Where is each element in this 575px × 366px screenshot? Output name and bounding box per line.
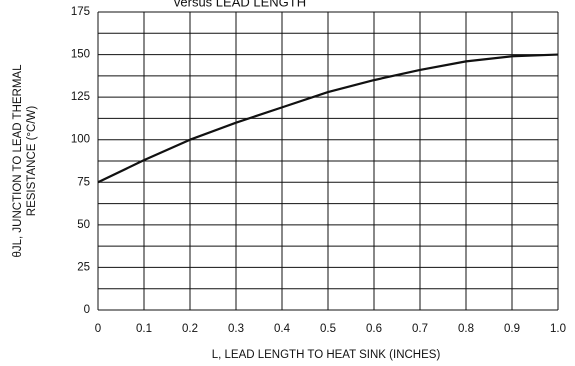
y-tick-label: 50 <box>77 219 90 231</box>
x-tick-label: 0.5 <box>320 323 336 335</box>
data-line <box>97 53 559 184</box>
x-tick-label: 0.9 <box>504 323 520 335</box>
y-tick-label: 125 <box>71 91 90 103</box>
y-tick-label: 25 <box>77 261 90 273</box>
y-tick-label: 150 <box>71 49 90 61</box>
x-tick-label: 0.7 <box>412 323 428 335</box>
chart-title: versus LEAD LENGTH <box>174 0 306 9</box>
x-tick-label: 0.3 <box>228 323 244 335</box>
y-tick-label: 175 <box>71 6 90 18</box>
y-tick-label: 75 <box>77 176 90 188</box>
x-axis-label: L, LEAD LENGTH TO HEAT SINK (INCHES) <box>212 349 441 361</box>
y-tick-label: 100 <box>71 134 90 146</box>
x-tick-label: 0.2 <box>182 323 198 335</box>
x-tick-label: 0.1 <box>136 323 152 335</box>
x-tick-label: 0.6 <box>366 323 382 335</box>
x-tick-label: 0.8 <box>458 323 474 335</box>
x-tick-label: 0 <box>95 323 101 335</box>
y-tick-label: 0 <box>84 304 90 316</box>
x-tick-label: 1.0 <box>550 323 566 335</box>
y-axis-label: RESISTANCE (°C/W) <box>26 106 38 217</box>
x-tick-label: 0.4 <box>274 323 291 335</box>
y-axis-label: θJL, JUNCTION TO LEAD THERMAL <box>12 64 24 258</box>
